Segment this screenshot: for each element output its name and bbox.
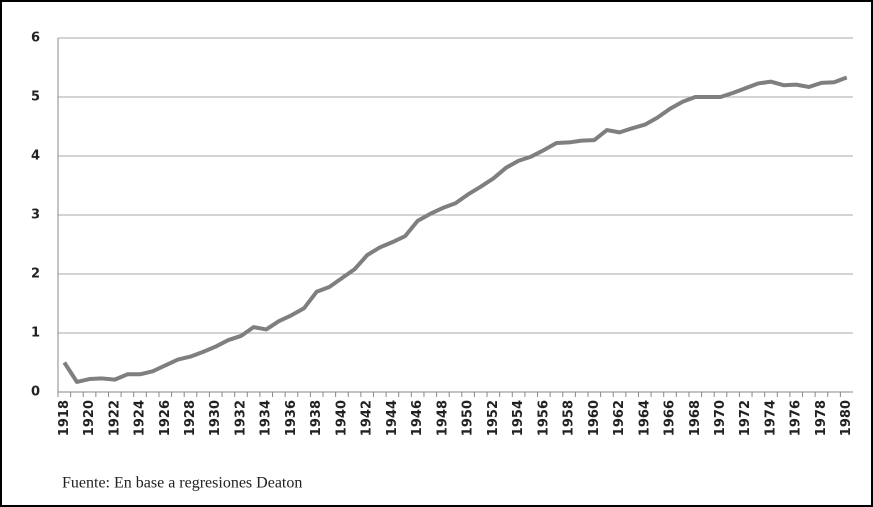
x-tick-label: 1932 (233, 400, 248, 436)
x-tick-label: 1922 (107, 400, 122, 436)
x-tick-label: 1962 (612, 400, 627, 436)
y-tick-label: 3 (31, 208, 40, 223)
x-tick-label: 1934 (259, 400, 274, 436)
x-tick-label: 1944 (385, 400, 400, 436)
x-tick-label: 1924 (133, 400, 148, 436)
y-tick-label: 0 (31, 385, 40, 400)
note: Fuente: En base a regresiones Deaton (62, 475, 302, 492)
x-tick-label: 1928 (183, 400, 198, 436)
x-tick-label: 1978 (814, 400, 829, 436)
x-tick-label: 1972 (738, 400, 753, 436)
x-tick-label: 1926 (158, 400, 173, 436)
x-tick-label: 1938 (309, 400, 324, 436)
y-tick-label: 2 (31, 267, 40, 282)
x-tick-label: 1920 (82, 400, 97, 436)
x-tick-label: 1964 (637, 400, 652, 436)
x-tick-label: 1952 (486, 400, 501, 436)
x-tick-label: 1958 (562, 400, 577, 436)
x-tick-label: 1948 (435, 400, 450, 436)
x-tick-label: 1966 (663, 400, 678, 436)
x-tick-label: 1942 (360, 400, 375, 436)
line (62, 75, 848, 384)
x-tick-label: 1936 (284, 400, 299, 436)
y-tick-label: 6 (31, 31, 40, 46)
x-tick-label: 1974 (763, 400, 778, 436)
x-tick-label: 1918 (57, 400, 72, 436)
y-tick-label: 4 (31, 149, 40, 164)
x-tick-label: 1968 (688, 400, 703, 436)
x-tick-label: 1970 (713, 400, 728, 436)
x-tick-label: 1940 (334, 400, 349, 436)
x-tick-label: 1960 (587, 400, 602, 436)
x-tick-label: 1956 (536, 400, 551, 436)
x-tick-label: 1954 (511, 400, 526, 436)
x-tick-label: 1946 (410, 400, 425, 436)
y-tick-label: 5 (31, 90, 40, 105)
x-tick-label: 1950 (461, 400, 476, 436)
x-tick-label: 1980 (839, 400, 854, 436)
x-tick-label: 1976 (789, 400, 804, 436)
y-tick-label: 1 (31, 326, 40, 341)
x-tick-label: 1930 (208, 400, 223, 436)
